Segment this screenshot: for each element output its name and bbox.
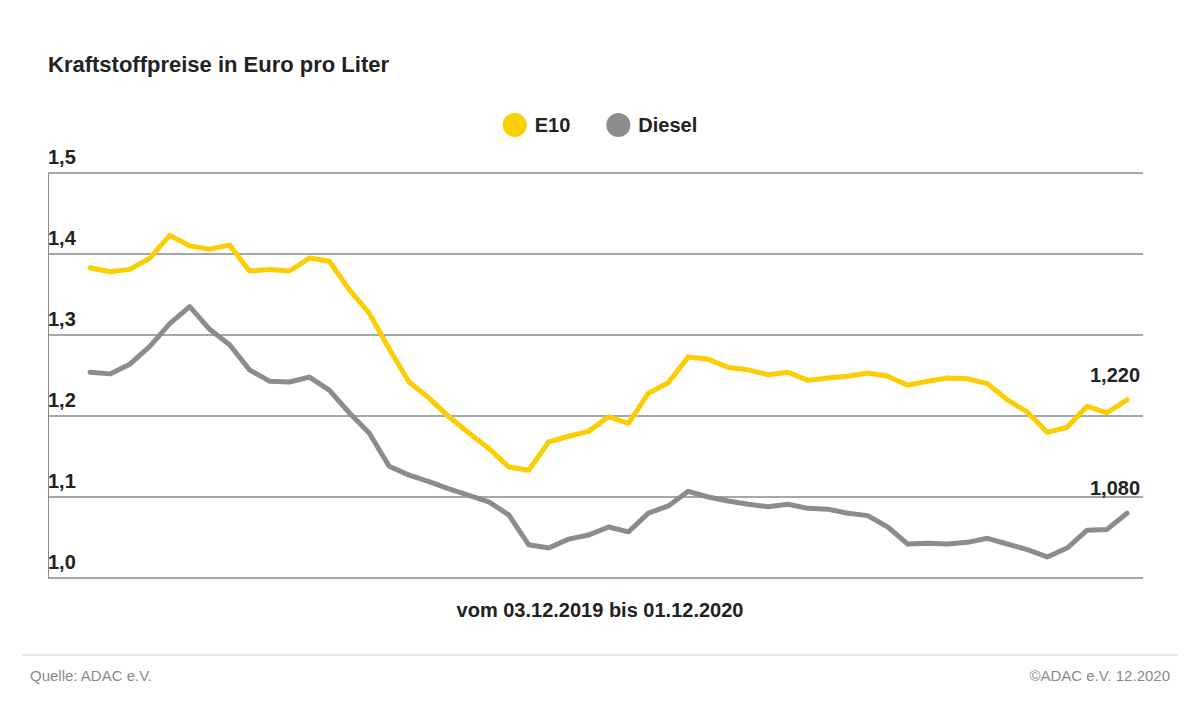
legend: E10 Diesel: [503, 113, 698, 137]
tick-label: 1,0: [48, 551, 76, 573]
x-axis-title: vom 03.12.2019 bis 01.12.2020: [457, 599, 744, 621]
legend-swatch: [606, 113, 630, 137]
credit: ©ADAC e.V. 12.2020: [1029, 667, 1170, 684]
grid-line: [48, 496, 1143, 498]
title: Kraftstoffpreise in Euro pro Liter: [48, 52, 389, 77]
grid-line: [48, 577, 1143, 579]
tick: 1,4: [48, 227, 77, 255]
grid: [48, 173, 1143, 578]
tick-label: 1,4: [48, 227, 77, 249]
value-labels: 1,220 1,080: [1090, 364, 1140, 499]
separator: [22, 655, 1178, 656]
legend-item: E10: [503, 113, 571, 137]
value-label: 1,080: [1090, 477, 1140, 499]
source: Quelle: ADAC e.V.: [30, 667, 152, 684]
legend-label: E10: [535, 114, 571, 136]
tick-label: 1,3: [48, 308, 76, 330]
grid-line: [48, 415, 1143, 417]
tick: 1,5: [48, 146, 76, 174]
lines: [90, 235, 1127, 557]
series-line: [90, 235, 1127, 470]
tick: 1,3: [48, 308, 76, 336]
legend-swatch: [503, 113, 527, 137]
value-label: 1,220: [1090, 364, 1140, 386]
y-axis: 1,0 1,1 1,2 1,3 1,4 1,5: [48, 146, 77, 579]
chart: Kraftstoffpreise in Euro pro Liter 1,0 1,1…: [0, 0, 1200, 717]
series-line: [90, 307, 1127, 557]
tick: 1,0: [48, 551, 76, 579]
tick-label: 1,5: [48, 146, 76, 168]
grid-line: [48, 253, 1143, 255]
grid-line: [48, 172, 1143, 174]
tick: 1,2: [48, 389, 76, 417]
legend-label: Diesel: [638, 114, 697, 136]
legend-item: Diesel: [606, 113, 697, 137]
tick: 1,1: [48, 470, 76, 498]
tick-label: 1,2: [48, 389, 76, 411]
tick-label: 1,1: [48, 470, 76, 492]
